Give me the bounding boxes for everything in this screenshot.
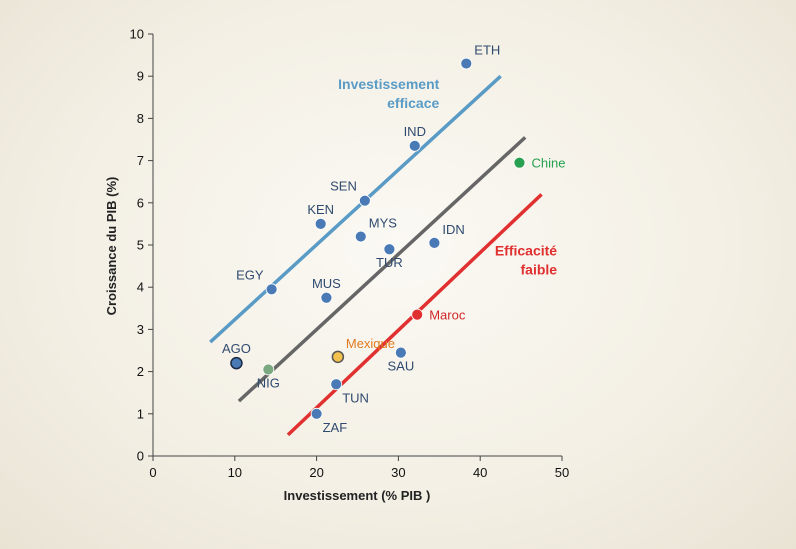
data-point [383, 243, 396, 256]
data-point [358, 194, 371, 207]
data-point-label: Mexique [346, 336, 395, 351]
y-tick-label: 5 [137, 238, 144, 253]
x-tick-label: 50 [555, 465, 569, 480]
data-point [330, 378, 343, 391]
y-tick-label: 6 [137, 195, 144, 210]
data-point [331, 350, 345, 364]
data-point-label: MYS [369, 216, 398, 231]
data-point [262, 363, 275, 376]
data-point [408, 139, 421, 152]
data-point-label: KEN [307, 202, 334, 217]
data-point-label: NIG [257, 375, 280, 390]
data-point-label: TUN [342, 390, 369, 405]
trend-line-label-text: Investissement [338, 76, 439, 92]
x-axis-title: Investissement (% PIB ) [284, 488, 431, 503]
point-labels: ETH IND SEN KEN MYS TUR IDN EGY MUS AGO NIG Mexique… [222, 43, 565, 435]
y-tick-label: 2 [137, 364, 144, 379]
y-tick-label: 9 [137, 69, 144, 84]
data-point [314, 217, 327, 230]
data-point-label: Maroc [429, 308, 466, 323]
y-tick-label: 3 [137, 322, 144, 337]
data-point [310, 407, 323, 420]
trend-line-label: Investissement efficace [338, 76, 439, 111]
y-tick-label: 4 [137, 280, 144, 295]
x-tick-label: 30 [391, 465, 405, 480]
x-tick-label: 10 [228, 465, 242, 480]
y-tick-label: 10 [130, 27, 144, 42]
trend-lines: Investissement efficace Efficacité faible [209, 74, 557, 437]
data-point-label: SAU [387, 359, 414, 374]
data-point-label: EGY [236, 267, 264, 282]
data-point [428, 236, 441, 249]
data-point [354, 230, 367, 243]
trend-line-label-text: efficace [387, 95, 439, 111]
data-point-label: IDN [442, 222, 464, 237]
data-point [411, 308, 424, 321]
trend-line [209, 74, 502, 344]
y-axis-title: Croissance du PIB (%) [104, 177, 119, 316]
y-tick-label: 7 [137, 153, 144, 168]
data-point-label: IND [404, 124, 426, 139]
trend-line [237, 136, 527, 403]
data-points [230, 57, 526, 420]
data-point-label: Chine [531, 156, 565, 171]
data-point [320, 291, 333, 304]
trend-line-label: Efficacité faible [495, 243, 557, 278]
x-tick-label: 20 [309, 465, 323, 480]
data-point [230, 356, 243, 370]
data-point-label: SEN [330, 179, 357, 194]
x-tick-label: 0 [149, 465, 156, 480]
axes: 0 10 20 30 40 50 0 1 2 3 4 5 6 7 8 9 10 [130, 27, 570, 481]
data-point [460, 57, 473, 70]
data-point-label: MUS [312, 276, 341, 291]
y-tick-label: 0 [137, 449, 144, 464]
data-point [513, 156, 526, 169]
data-point-label: ETH [474, 43, 500, 58]
data-point [265, 283, 278, 296]
x-tick-label: 40 [473, 465, 487, 480]
y-tick-label: 1 [137, 406, 144, 421]
data-point-label: AGO [222, 341, 251, 356]
data-point-label: TUR [376, 255, 403, 270]
trend-line-label-text: Efficacité [495, 243, 557, 259]
data-point-label: ZAF [323, 420, 348, 435]
y-tick-label: 8 [137, 111, 144, 126]
data-point [394, 346, 407, 359]
trend-line-label-text: faible [521, 262, 558, 278]
